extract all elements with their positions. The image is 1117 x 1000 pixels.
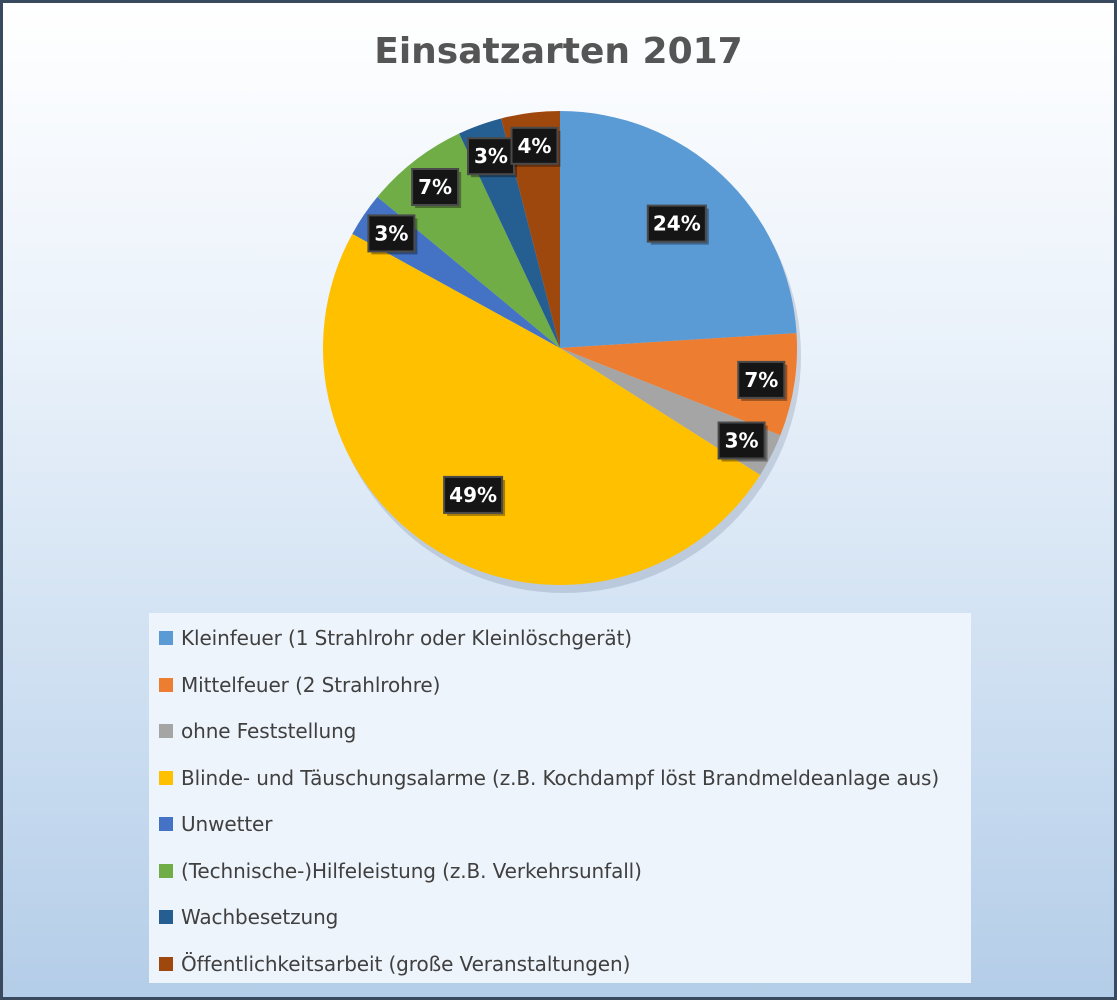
legend-label: Blinde- und Täuschungsalarme (z.B. Kochd… bbox=[181, 765, 940, 790]
legend-item: Kleinfeuer (1 Strahlrohr oder Kleinlösch… bbox=[159, 623, 632, 653]
legend-swatch bbox=[159, 724, 173, 738]
pie-slice-wachbesetzung bbox=[459, 118, 560, 348]
legend-swatch bbox=[159, 817, 173, 831]
data-label-unwetter: 3% bbox=[367, 214, 418, 255]
data-label-mittelfeuer-2-strahlrohre: 7% bbox=[737, 360, 788, 401]
legend-item: ohne Feststellung bbox=[159, 716, 356, 746]
legend-swatch bbox=[159, 863, 173, 878]
data-label-text: 3% bbox=[725, 429, 759, 453]
legend-item: Unwetter bbox=[159, 809, 272, 839]
legend-swatch bbox=[159, 956, 173, 971]
legend-swatch bbox=[159, 910, 173, 924]
data-label-text: 7% bbox=[418, 175, 452, 199]
legend-label: Öffentlichkeitsarbeit (große Veranstaltu… bbox=[181, 951, 631, 976]
data-label-technische-hilfeleistung-z-b-v: 7% bbox=[411, 168, 462, 208]
pie-slice-mittelfeuer-2-strahlrohre bbox=[560, 333, 797, 436]
data-label-text: 49% bbox=[449, 483, 497, 507]
legend-label: ohne Feststellung bbox=[181, 719, 357, 743]
legend-item: Mittelfeuer (2 Strahlrohre) bbox=[159, 670, 440, 700]
legend-label: Kleinfeuer (1 Strahlrohr oder Kleinlösch… bbox=[181, 626, 632, 650]
data-label-blinde-und-taeuschungsalarme-z: 49% bbox=[443, 475, 506, 516]
legend-item: (Technische-)Hilfeleistung (z.B. Verkehr… bbox=[159, 856, 642, 886]
data-label-ohne-feststellung: 3% bbox=[717, 421, 768, 462]
legend-item: Öffentlichkeitsarbeit (große Veranstaltu… bbox=[159, 949, 630, 979]
pie-slice-blinde-und-taeuschungsalarme-z bbox=[322, 233, 761, 586]
legend-swatch bbox=[159, 770, 173, 785]
data-label-text: 3% bbox=[374, 221, 408, 245]
legend-swatch bbox=[159, 677, 173, 692]
legend-label: Unwetter bbox=[181, 812, 273, 836]
data-label-wachbesetzung: 3% bbox=[467, 137, 517, 178]
data-label-text: 4% bbox=[518, 134, 552, 158]
pie-slice-oeffentlichkeitsarbeit-grosse- bbox=[501, 111, 560, 348]
legend-item: Wachbesetzung bbox=[159, 902, 338, 932]
pie-chart: 24% 7% 3% 49% 3% 7% 3% 4% bbox=[322, 111, 801, 593]
data-label-oeffentlichkeitsarbeit-grosse-: 4% bbox=[510, 126, 561, 167]
data-label-text: 3% bbox=[474, 144, 508, 168]
data-label-text: 24% bbox=[653, 212, 701, 236]
chart-title: Einsatzarten 2017 bbox=[374, 31, 743, 72]
legend-label: Mittelfeuer (2 Strahlrohre) bbox=[181, 672, 441, 697]
legend-item: Blinde- und Täuschungsalarme (z.B. Kochd… bbox=[159, 763, 939, 793]
legend-label: (Technische-)Hilfeleistung (z.B. Verkehr… bbox=[181, 858, 642, 883]
data-label-kleinfeuer-1-strahlrohr-oder-k: 24% bbox=[646, 204, 709, 245]
data-label-text: 7% bbox=[744, 368, 778, 392]
chart-legend: Kleinfeuer (1 Strahlrohr oder Kleinlösch… bbox=[149, 613, 971, 983]
legend-label: Wachbesetzung bbox=[181, 905, 339, 929]
legend-swatch bbox=[159, 631, 173, 645]
